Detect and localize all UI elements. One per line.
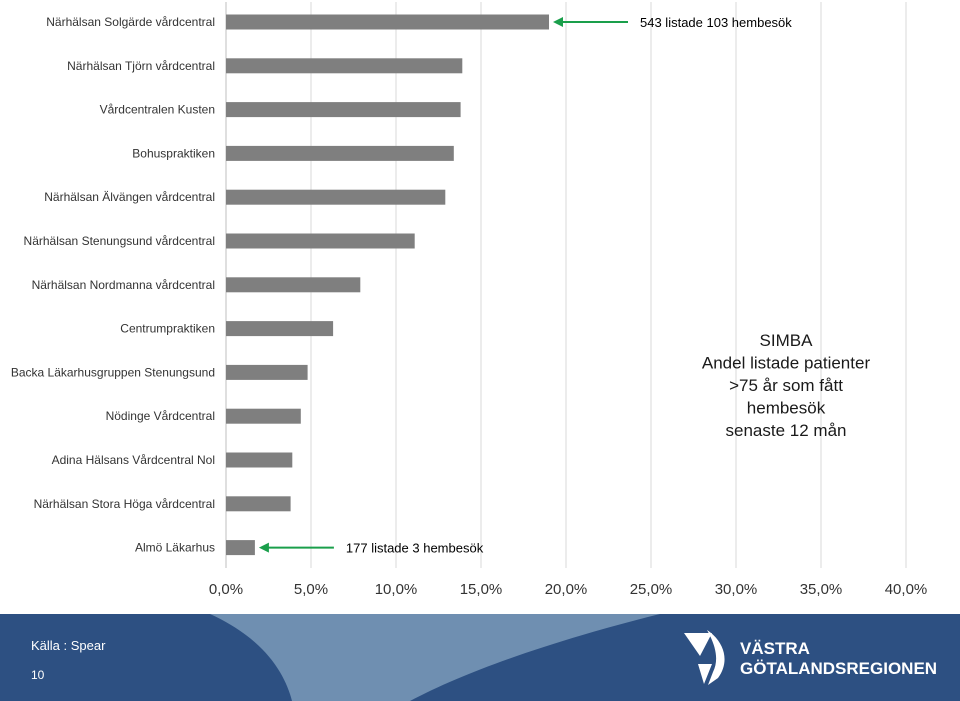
x-tick-label: 20,0% <box>545 581 588 598</box>
bar-chart: Närhälsan Solgärde vårdcentral Närhälsan … <box>11 2 927 598</box>
bar <box>226 102 461 118</box>
x-tick-label: 10,0% <box>375 581 418 598</box>
bar <box>226 540 255 556</box>
category-label: Backa Läkarhusgruppen Stenungsund <box>11 365 215 379</box>
vgr-logo: VÄSTRA GÖTALANDSREGIONEN <box>684 630 937 685</box>
text-box-line: senaste 12 mån <box>726 421 847 440</box>
category-label: Närhälsan Nordmanna vårdcentral <box>32 278 215 292</box>
bar <box>226 189 446 205</box>
text-box-line: Andel listade patienter <box>702 354 871 373</box>
category-label: Närhälsan Tjörn vårdcentral <box>67 59 215 73</box>
page-number: 10 <box>31 668 45 682</box>
bar <box>226 277 361 293</box>
footer-banner: VÄSTRA GÖTALANDSREGIONEN <box>0 614 960 701</box>
x-tick-label: 40,0% <box>885 581 928 598</box>
logo-text-vastra: VÄSTRA <box>740 639 810 658</box>
category-label: Almö Läkarhus <box>135 541 215 555</box>
x-tick-label: 35,0% <box>800 581 843 598</box>
x-axis-ticks: 0,0% 5,0% 10,0% 15,0% 20,0% 25,0% 30,0% 35,0% 40… <box>209 581 927 598</box>
bar <box>226 496 291 512</box>
category-label: Adina Hälsans Vårdcentral Nol <box>52 453 215 467</box>
x-tick-label: 25,0% <box>630 581 673 598</box>
simba-text-box: SIMBA Andel listade patienter >75 år som f… <box>702 331 871 440</box>
annotation-arrowhead <box>258 542 269 553</box>
category-labels: Närhälsan Solgärde vårdcentral Närhälsan … <box>11 15 215 555</box>
category-label: Närhälsan Stenungsund vårdcentral <box>24 234 215 248</box>
logo-text-gotalandsregionen: GÖTALANDSREGIONEN <box>740 659 937 678</box>
bar <box>226 58 463 74</box>
bar <box>226 408 301 424</box>
annotation-text: 543 listade 103 hembesök <box>640 15 792 30</box>
text-box-line: >75 år som fått <box>729 376 843 395</box>
footer-dark-left-shape <box>0 614 292 701</box>
text-box-line: hembesök <box>747 399 826 418</box>
bar <box>226 233 415 249</box>
category-label: Nödinge Vårdcentral <box>106 409 215 423</box>
x-tick-label: 0,0% <box>209 581 243 598</box>
category-label: Närhälsan Stora Höga vårdcentral <box>34 497 215 511</box>
bar <box>226 364 308 380</box>
x-tick-label: 30,0% <box>715 581 758 598</box>
gridlines <box>225 2 907 568</box>
annotations: 543 listade 103 hembesök 177 listade 3 he… <box>258 15 792 556</box>
category-label: Närhälsan Solgärde vårdcentral <box>46 15 215 29</box>
x-tick-label: 15,0% <box>460 581 503 598</box>
bar <box>226 452 293 468</box>
annotation-arrowhead <box>553 17 563 27</box>
vgr-logo-mark <box>684 630 725 685</box>
category-label: Vårdcentralen Kusten <box>100 103 215 117</box>
bar <box>226 321 334 337</box>
bars <box>226 14 549 556</box>
footer-dark-right-shape <box>410 614 960 701</box>
category-label: Centrumpraktiken <box>120 322 215 336</box>
text-box-line: SIMBA <box>760 331 814 350</box>
bar <box>226 145 454 161</box>
bar <box>226 14 549 30</box>
annotation-text: 177 listade 3 hembesök <box>346 541 484 556</box>
x-tick-label: 5,0% <box>294 581 328 598</box>
category-label: Närhälsan Älvängen vårdcentral <box>44 190 215 204</box>
category-label: Bohuspraktiken <box>132 146 215 160</box>
source-label: Källa : Spear <box>31 638 106 653</box>
